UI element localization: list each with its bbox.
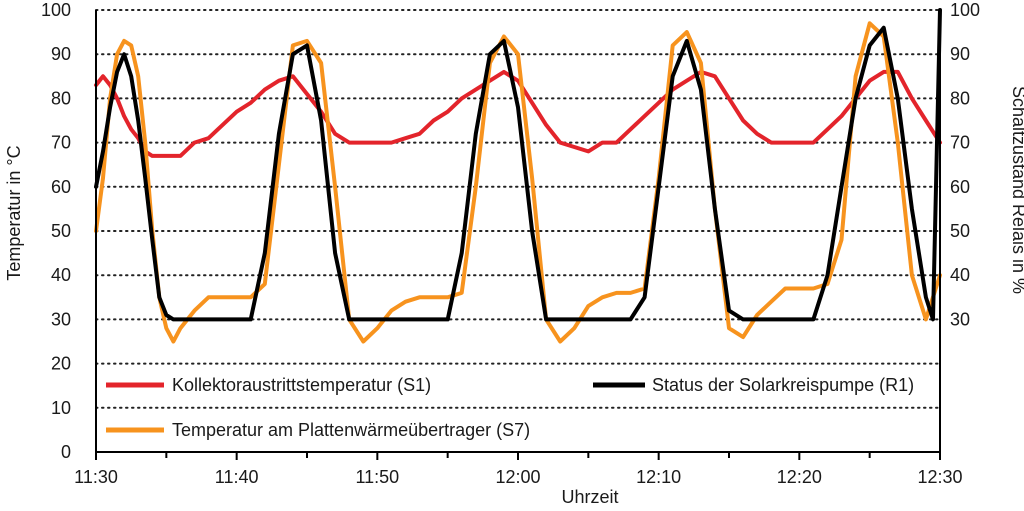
x-tick-label: 12:10 [636, 467, 681, 487]
x-axis-title: Uhrzeit [561, 487, 618, 507]
y2-tick-label: 70 [950, 133, 970, 153]
series-line-2 [94, 21, 942, 344]
series-line-1 [94, 69, 942, 158]
x-tick-label: 12:30 [917, 467, 962, 487]
y2-tick-label: 60 [950, 177, 970, 197]
series-line-3 [94, 8, 942, 322]
y2-tick-label: 50 [950, 221, 970, 241]
y-tick-label: 40 [51, 265, 71, 285]
x-tick-label: 11:50 [355, 467, 399, 487]
y-tick-label: 100 [41, 0, 71, 20]
tick-labels: 0 10 20 30 40 50 60 70 80 90 100 30 40 50 60 70 80 90 100 1… [41, 0, 980, 487]
legend: Kollektoraustrittstemperatur (S1) Status… [106, 375, 914, 440]
x-tick-label: 11:30 [74, 467, 118, 487]
legend-label-s1: Kollektoraustrittstemperatur (S1) [172, 375, 431, 395]
y-tick-label: 10 [51, 398, 71, 418]
y2-tick-label: 30 [950, 309, 970, 329]
y-tick-label: 60 [51, 177, 71, 197]
y2-axis-title: Schaltzustand Relais in % [1009, 86, 1024, 294]
y-tick-label: 20 [51, 354, 71, 374]
y2-tick-label: 90 [950, 44, 970, 64]
y2-tick-label: 100 [950, 0, 980, 20]
y-tick-label: 80 [51, 88, 71, 108]
y2-tick-label: 80 [950, 88, 970, 108]
y-tick-label: 90 [51, 44, 71, 64]
x-tick-label: 12:00 [495, 467, 540, 487]
y-tick-label: 50 [51, 221, 71, 241]
y2-tick-label: 40 [950, 265, 970, 285]
y-tick-label: 70 [51, 133, 71, 153]
y-tick-label: 0 [61, 442, 71, 462]
x-tick-label: 11:40 [215, 467, 259, 487]
legend-label-s7: Temperatur am Plattenwärmeübertrager (S7… [172, 420, 530, 440]
legend-label-r1: Status der Solarkreispumpe (R1) [652, 375, 914, 395]
x-tick-label: 12:20 [777, 467, 822, 487]
y-axis-title: Temperatur in °C [4, 145, 24, 280]
axes [95, 10, 941, 460]
y-tick-label: 30 [51, 309, 71, 329]
series-layer [94, 8, 942, 344]
